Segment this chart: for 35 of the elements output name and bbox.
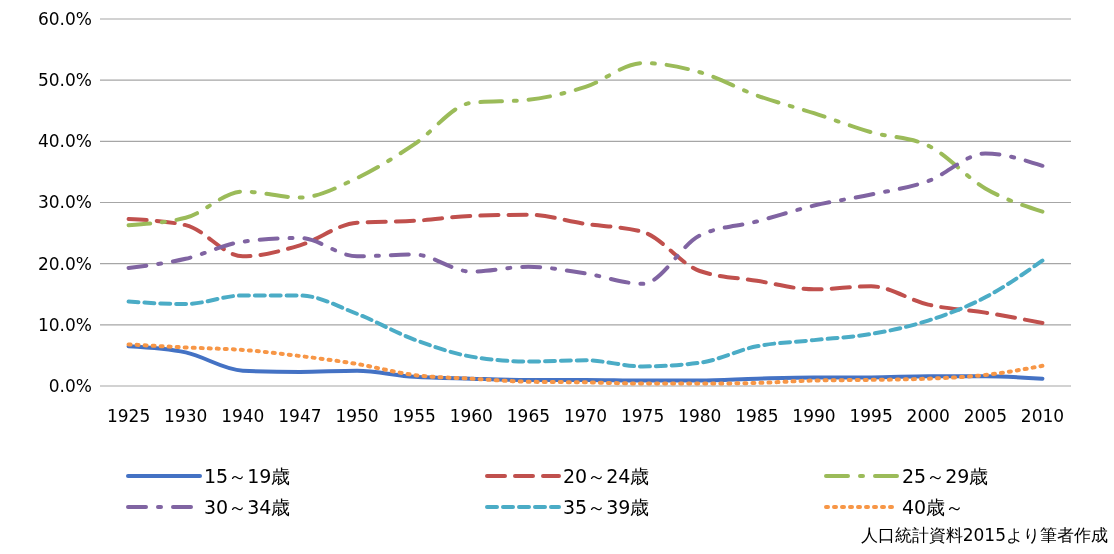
x-tick-label: 1960 [449,406,493,427]
legend-label: 30～34歳 [204,495,291,518]
line-series [126,212,1045,325]
line-series [126,151,1045,286]
x-tick-label: 1985 [735,406,779,427]
x-tick-label: 2005 [963,406,1007,427]
y-tick-label: 10.0% [37,314,92,335]
x-tick-label: 2010 [1020,406,1065,427]
x-tick-label: 1930 [164,406,208,427]
y-tick-label: 40.0% [37,131,92,152]
x-tick-label: 1995 [849,406,893,427]
line-series [126,61,1045,228]
x-tick-label: 1990 [792,406,836,427]
x-tick-label: 1940 [221,406,265,427]
legend-label: 40歳～ [902,495,965,518]
y-tick-label: 60.0% [37,8,92,29]
x-tick-label: 1970 [563,406,608,427]
legend-label: 35～39歳 [563,495,650,518]
y-tick-label: 20.0% [37,253,92,274]
legend-label: 15～19歳 [204,464,291,487]
x-tick-label: 1950 [335,406,379,427]
legend-label: 20～24歳 [563,464,650,487]
y-tick-label: 50.0% [37,70,92,91]
y-tick-label: 0.0% [48,375,92,396]
x-tick-label: 1980 [678,406,722,427]
x-tick-label: 1925 [106,406,151,427]
x-tick-label: 1947 [278,406,322,427]
x-tick-label: 2000 [906,406,950,427]
x-tick-label: 1965 [506,406,551,427]
x-tick-label: 1955 [392,406,436,427]
y-tick-label: 30.0% [37,192,92,213]
legend-label: 25～29歳 [902,464,989,487]
line-series [126,258,1045,369]
x-tick-label: 1975 [620,406,665,427]
text: 人口統計資料2015より筆者作成 [860,525,1108,545]
